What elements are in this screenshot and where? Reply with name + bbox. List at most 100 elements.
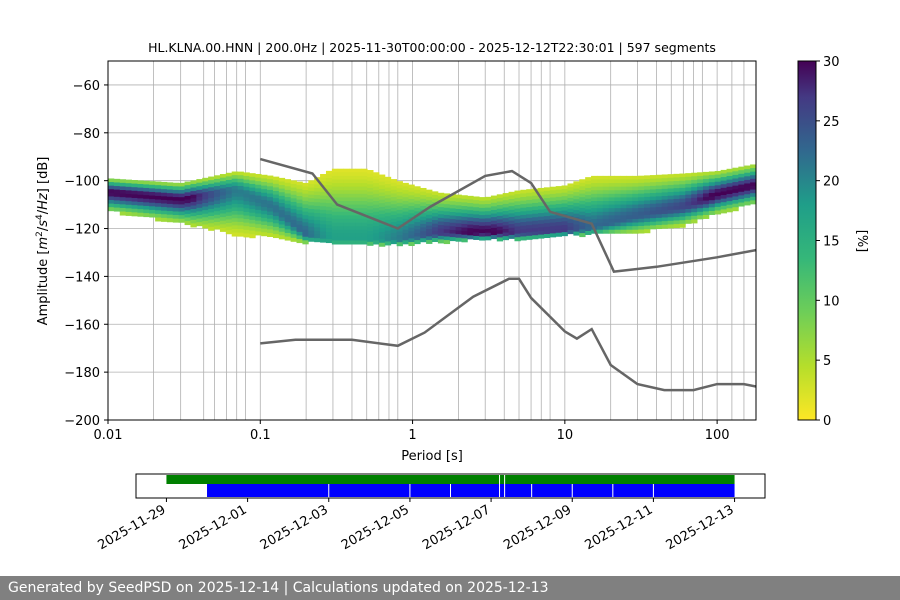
heatmap-cell [455, 208, 462, 213]
heatmap-cell [520, 193, 527, 198]
heatmap-cell [632, 183, 639, 188]
heatmap-cell [697, 186, 704, 191]
heatmap-cell [231, 221, 238, 226]
heatmap-cell [750, 178, 756, 183]
heatmap-cell [343, 218, 350, 223]
heatmap-cell [461, 206, 468, 211]
heatmap-cell [396, 191, 403, 196]
heatmap-cell [302, 218, 309, 223]
heatmap-cell [543, 226, 551, 231]
heatmap-cell [490, 202, 498, 207]
heatmap-cell [337, 186, 345, 191]
heatmap-cell [373, 215, 380, 220]
heatmap-cell [367, 220, 374, 225]
heatmap-cell [290, 187, 297, 192]
heatmap-cell [343, 175, 350, 180]
heatmap-cell [644, 175, 651, 180]
heatmap-cell [325, 210, 333, 215]
heatmap-cell [308, 201, 315, 206]
heatmap-cell [591, 211, 598, 216]
heatmap-cell [673, 202, 680, 207]
heatmap-cell [585, 191, 592, 196]
heatmap-cell [502, 236, 509, 241]
footer-text: Generated by SeedPSD on 2025-12-14 | Cal… [8, 580, 549, 596]
heatmap-cell [172, 197, 180, 202]
colorbar-tick-label: 25 [823, 115, 840, 130]
heatmap-cell [608, 208, 616, 213]
heatmap-cell [479, 229, 486, 234]
heatmap-cell [325, 235, 333, 240]
heatmap-cell [296, 192, 303, 197]
heatmap-cell [184, 213, 191, 218]
heatmap-cell [555, 207, 562, 212]
heatmap-cell [490, 195, 498, 200]
heatmap-cell [402, 240, 409, 245]
heatmap-cell [125, 179, 132, 184]
heatmap-cell [750, 164, 756, 169]
heatmap-cell [714, 199, 722, 204]
heatmap-cell [302, 186, 309, 191]
heatmap-cell [361, 208, 368, 213]
heatmap-cell [514, 237, 521, 242]
heatmap-cell [290, 183, 297, 188]
heatmap-cell [190, 223, 197, 228]
heatmap-cell [166, 203, 174, 208]
heatmap-cell [384, 194, 392, 199]
heatmap-cell [638, 222, 645, 227]
heatmap-cell [744, 176, 751, 181]
heatmap-cell [308, 237, 315, 242]
heatmap-cell [290, 205, 297, 210]
heatmap-cell [467, 224, 474, 229]
heatmap-cell [373, 208, 380, 213]
heatmap-cell [108, 207, 115, 212]
heatmap-cell [679, 184, 686, 189]
heatmap-cell [655, 174, 663, 179]
heatmap-cell [384, 176, 392, 181]
heatmap-cell [532, 217, 539, 222]
heatmap-cell [679, 195, 686, 200]
y-axis-label: Amplitude [m2/s4/Hz] [dB] [35, 157, 51, 326]
heatmap-cell [308, 223, 315, 228]
heatmap-cell [502, 218, 509, 223]
heatmap-cell [732, 174, 739, 179]
heatmap-cell [679, 173, 686, 178]
heatmap-cell [325, 221, 333, 226]
heatmap-cell [161, 181, 168, 186]
heatmap-cell [284, 232, 292, 237]
heatmap-cell [602, 201, 610, 205]
heatmap-cell [119, 193, 127, 198]
heatmap-cell [661, 188, 669, 193]
heatmap-cell [496, 219, 504, 224]
heatmap-cell [325, 224, 333, 229]
heatmap-cell [591, 179, 598, 184]
heatmap-cell [632, 201, 639, 205]
heatmap-cell [679, 180, 686, 185]
heatmap-cell [337, 229, 345, 234]
heatmap-cell [314, 202, 321, 207]
heatmap-cell [361, 211, 368, 216]
heatmap-cell [261, 196, 268, 201]
heatmap-cell [697, 201, 704, 206]
heatmap-cell [378, 174, 386, 179]
heatmap-cell [355, 168, 362, 173]
heatmap-cell [296, 221, 303, 226]
heatmap-cell [343, 215, 350, 220]
heatmap-cell [108, 203, 115, 208]
heatmap-cell [414, 236, 421, 241]
heatmap-cell [402, 200, 409, 205]
heatmap-cell [691, 187, 698, 192]
heatmap-cell [184, 199, 191, 204]
heatmap-cell [644, 196, 651, 201]
heatmap-cell [632, 215, 639, 220]
heatmap-cell [661, 224, 669, 229]
heatmap-cell [249, 212, 256, 217]
heatmap-cell [697, 208, 704, 213]
model-curves [259, 157, 756, 392]
heatmap-cell [655, 192, 663, 197]
heatmap-cell [744, 197, 751, 202]
heatmap-cell [178, 197, 185, 202]
heatmap-cell [396, 242, 403, 247]
heatmap-cell [490, 227, 498, 232]
heatmap-cell [473, 200, 480, 205]
heatmap-cell [314, 205, 321, 210]
